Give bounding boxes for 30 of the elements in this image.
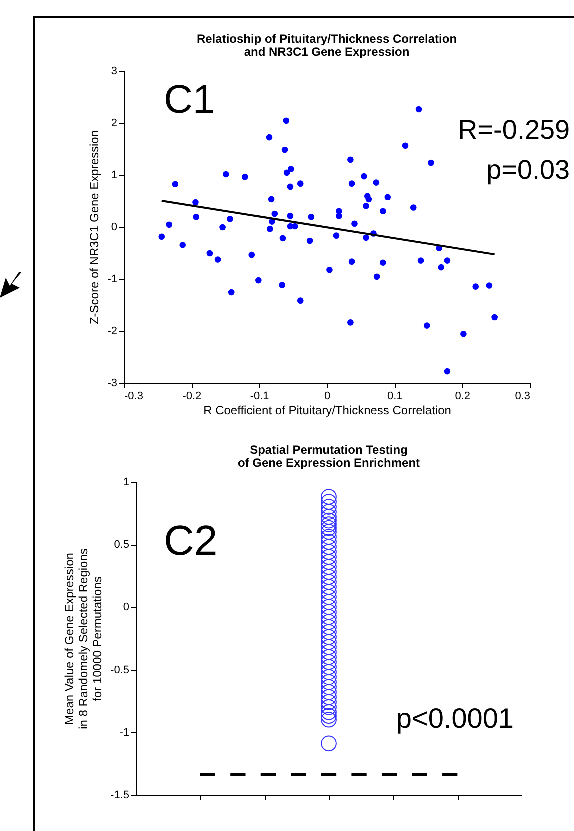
chart-title: Spatial Permutation Testing of Gene Expression Enrichment <box>238 443 420 470</box>
annotation: p<0.0001 <box>396 703 514 734</box>
y-tick-label: 3 <box>111 66 118 78</box>
annotation: C1 <box>164 78 216 122</box>
y-tick-label: -1 <box>120 726 130 739</box>
y-tick-label: 2 <box>111 118 118 130</box>
x-tick-label: 0.2 <box>455 390 470 402</box>
y-tick-label: -3 <box>108 378 118 390</box>
y-tick-label: -0.5 <box>110 664 130 676</box>
y-tick-label: 1 <box>111 170 118 182</box>
y-tick-label: 0.5 <box>114 539 130 552</box>
annotation: R=-0.259 <box>458 115 570 145</box>
y-tick-label: 1 <box>123 476 130 488</box>
x-axis-title: R Coefficient of Pituitary/Thickness Correlation <box>204 404 452 418</box>
y-tick-label: -2 <box>108 326 118 338</box>
x-tick-label: -0.2 <box>182 390 202 402</box>
chart-title: Relatioship of Pituitary/Thickness Correlation and NR3C1 Gene Expression <box>196 32 458 59</box>
x-tick-label: -0.3 <box>124 390 144 402</box>
y-tick-label: -1 <box>108 274 118 286</box>
x-tick-label: -0.1 <box>250 390 270 402</box>
y-tick-label: 0 <box>123 602 130 614</box>
x-tick-label: 0.1 <box>388 390 403 402</box>
y-axis-title: Z-Score of NR3C1 Gene Expression <box>88 130 102 325</box>
annotation: C2 <box>164 517 218 564</box>
annotation: p=0.03 <box>486 155 570 185</box>
x-tick-label: 0.3 <box>515 390 530 402</box>
y-tick-label: -1.5 <box>110 790 130 802</box>
x-tick-label: 0 <box>324 390 331 402</box>
y-axis-title: Mean Value of Gene Expression in 8 Randomely Selected Regions for 10000 Permutations <box>62 548 105 730</box>
y-tick-label: 0 <box>111 222 118 234</box>
